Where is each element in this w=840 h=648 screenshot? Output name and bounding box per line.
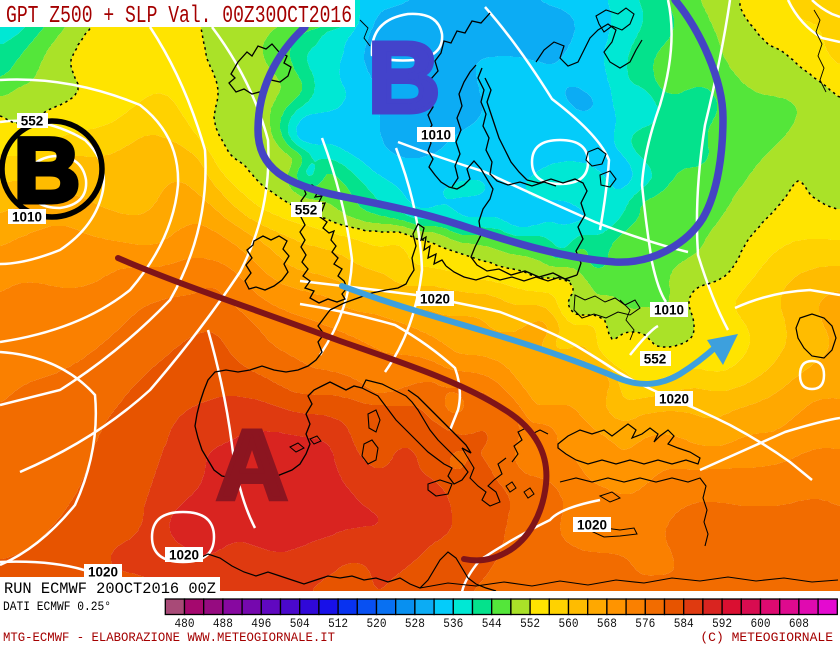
svg-text:536: 536 (443, 617, 463, 631)
svg-text:528: 528 (405, 617, 425, 631)
svg-text:608: 608 (789, 617, 809, 631)
svg-text:B: B (14, 120, 80, 222)
svg-text:MTG-ECMWF - ELABORAZIONE WWW.M: MTG-ECMWF - ELABORAZIONE WWW.METEOGIORNA… (3, 631, 335, 645)
svg-text:552: 552 (21, 114, 44, 129)
svg-text:1020: 1020 (420, 292, 450, 307)
svg-text:496: 496 (251, 617, 271, 631)
svg-text:600: 600 (751, 617, 771, 631)
svg-text:A: A (217, 410, 288, 520)
svg-text:584: 584 (674, 617, 694, 631)
svg-text:520: 520 (367, 617, 387, 631)
svg-text:544: 544 (482, 617, 502, 631)
svg-text:1020: 1020 (659, 392, 689, 407)
svg-text:592: 592 (712, 617, 732, 631)
svg-text:1010: 1010 (12, 210, 42, 225)
svg-text:488: 488 (213, 617, 233, 631)
svg-text:576: 576 (635, 617, 655, 631)
svg-text:552: 552 (644, 352, 667, 367)
svg-text:568: 568 (597, 617, 617, 631)
svg-text:552: 552 (520, 617, 540, 631)
svg-text:560: 560 (559, 617, 579, 631)
svg-text:1020: 1020 (169, 548, 199, 563)
svg-text:504: 504 (290, 617, 310, 631)
svg-text:1010: 1010 (654, 303, 684, 318)
svg-text:GPT Z500 + SLP Val. 00Z30OCT20: GPT Z500 + SLP Val. 00Z30OCT2016 (6, 3, 352, 30)
svg-text:DATI ECMWF 0.25°: DATI ECMWF 0.25° (3, 600, 111, 614)
svg-text:RUN ECMWF 20OCT2016 00Z: RUN ECMWF 20OCT2016 00Z (4, 580, 216, 598)
svg-text:(C) METEOGIORNALE: (C) METEOGIORNALE (700, 630, 833, 645)
svg-text:1010: 1010 (421, 128, 451, 143)
svg-text:480: 480 (175, 617, 195, 631)
svg-text:552: 552 (295, 203, 318, 218)
svg-text:512: 512 (328, 617, 348, 631)
svg-text:B: B (368, 22, 440, 134)
svg-text:1020: 1020 (577, 518, 607, 533)
svg-text:1020: 1020 (88, 565, 118, 580)
